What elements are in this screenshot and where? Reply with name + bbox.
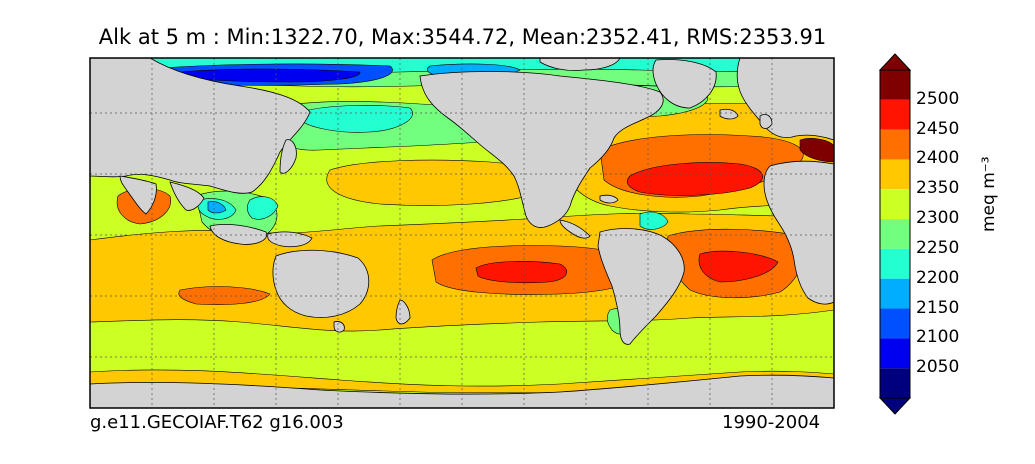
land-tasmania [333, 321, 345, 333]
land-south-america [597, 228, 685, 345]
colorbar-swatch [880, 278, 910, 309]
land-greenland [652, 59, 717, 109]
land-asia-west [90, 58, 311, 194]
colorbar-tick-label: 2350 [916, 178, 960, 199]
colorbar-tick-label: 2450 [916, 118, 960, 139]
land-india [119, 175, 157, 215]
colorbar-tick-label: 2400 [916, 148, 960, 169]
colorbar-tick-label: 2150 [916, 297, 960, 318]
map-frame [89, 57, 835, 409]
colorbar-top-extension [878, 53, 912, 71]
graticule [90, 58, 834, 408]
colorbar-tick-label: 2250 [916, 237, 960, 258]
land-japan [279, 139, 297, 174]
land-central-america [559, 219, 591, 239]
colorbar [878, 53, 912, 415]
ocean-band-2050-arctic [179, 68, 361, 83]
colorbar-swatch [880, 308, 910, 339]
footer-date-range: 1990-2004 [722, 412, 821, 433]
land-new-zealand [395, 299, 411, 325]
colorbar-units-label: meq m⁻³ [979, 156, 999, 232]
ocean-band-2200-north-pacific [299, 105, 413, 133]
colorbar-swatch [880, 368, 910, 398]
land-indonesia [209, 224, 268, 245]
colorbar-tick-label: 2100 [916, 327, 960, 348]
colorbar-tick-label: 2300 [916, 208, 960, 229]
colorbar-tick-label: 2200 [916, 267, 960, 288]
land-southeast-asia [169, 181, 205, 211]
land-australia [272, 249, 370, 318]
ocean-band-2450-north-atlantic [627, 162, 763, 196]
land-iceland [719, 108, 739, 120]
colorbar-swatch [880, 338, 910, 369]
map-title: Alk at 5 m : Min:1322.70, Max:3544.72, M… [98, 25, 827, 49]
land-north-america [419, 71, 664, 228]
colorbar-swatch [880, 70, 910, 100]
colorbar-tick-label: 2500 [916, 88, 960, 109]
ocean-band-2450-south-pacific [475, 261, 568, 284]
colorbar-swatch [880, 248, 910, 279]
land-new-guinea [267, 231, 313, 248]
ocean-band-2200-east-china-sea [246, 196, 279, 220]
footer-case-name: g.e11.GECOIAF.T62 g16.003 [90, 412, 344, 433]
ocean-band-2400-indian-south [178, 286, 271, 305]
colorbar-swatch [880, 189, 910, 220]
colorbar-swatch [880, 99, 910, 130]
land-arctic-islands [539, 58, 621, 71]
colorbar-tick-label: 2050 [916, 357, 960, 378]
colorbar-swatch [880, 159, 910, 190]
ocean-band-2200-amazon [639, 211, 669, 230]
ocean-band-2500-mediterranean [799, 138, 834, 163]
colorbar-swatch [880, 219, 910, 249]
ocean-band-2150-indonesia [207, 201, 227, 214]
ocean-band-2450-south-atlantic [698, 250, 779, 283]
colorbar-bottom-extension [878, 397, 912, 415]
colorbar-swatch [880, 129, 910, 160]
land-caribbean [599, 194, 619, 204]
